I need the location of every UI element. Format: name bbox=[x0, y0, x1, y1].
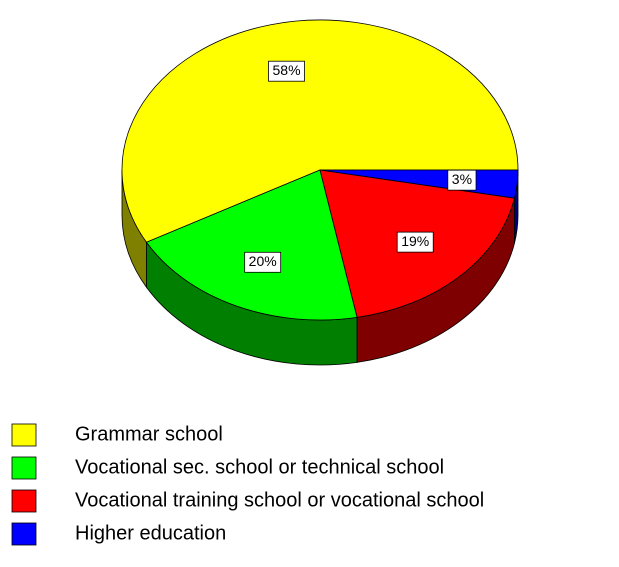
pie-slice bbox=[121, 19, 519, 243]
value-label-box bbox=[244, 251, 282, 273]
legend-label: Higher education bbox=[75, 522, 226, 544]
legend-label: Vocational sec. school or technical scho… bbox=[75, 456, 444, 478]
value-label-box bbox=[396, 231, 434, 253]
value-label: 3% bbox=[452, 171, 472, 187]
legend-swatch bbox=[11, 522, 37, 546]
pie-slice bbox=[145, 169, 358, 321]
value-label-box bbox=[447, 169, 477, 191]
legend-label: Vocational training school or vocational… bbox=[75, 489, 484, 511]
legend-label: Grammar school bbox=[75, 423, 223, 445]
value-label-box bbox=[268, 60, 305, 82]
value-label: 19% bbox=[401, 233, 429, 249]
legend-swatch bbox=[11, 456, 37, 480]
value-label: 58% bbox=[273, 62, 301, 78]
legend-swatch bbox=[11, 489, 37, 513]
value-label: 20% bbox=[249, 253, 277, 269]
legend-swatch bbox=[11, 423, 37, 447]
